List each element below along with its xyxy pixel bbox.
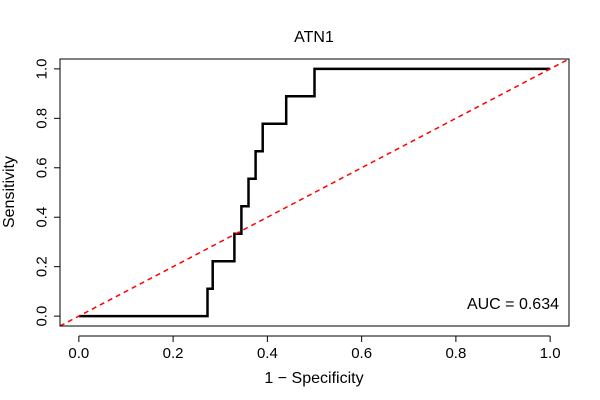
y-tick-label: 0.8 <box>34 108 51 129</box>
x-tick-label: 0.8 <box>445 345 466 362</box>
y-tick-label: 0.6 <box>34 157 51 178</box>
roc-curve <box>78 67 551 318</box>
x-axis-label: 1 − Specificity <box>264 370 363 387</box>
x-tick-label: 0.0 <box>68 345 89 362</box>
y-axis-label: Sensitivity <box>1 156 18 228</box>
x-tick-label: 0.6 <box>351 345 372 362</box>
y-tick-label: 1.0 <box>34 58 51 79</box>
x-tick-label: 1.0 <box>540 345 561 362</box>
plot-area <box>59 58 570 327</box>
reference-line <box>59 58 570 327</box>
y-axis: 0.0 0.2 0.4 0.6 0.8 1.0 <box>34 58 61 327</box>
auc-annotation: AUC = 0.634 <box>467 296 559 313</box>
x-axis: 0.0 0.2 0.4 0.6 0.8 1.0 <box>68 335 561 362</box>
y-tick-label: 0.2 <box>34 256 51 277</box>
x-tick-label: 0.4 <box>257 345 278 362</box>
x-tick-label: 0.2 <box>163 345 184 362</box>
y-tick-label: 0.4 <box>34 207 51 228</box>
y-tick-label: 0.0 <box>34 306 51 327</box>
chart-title: ATN1 <box>294 29 334 46</box>
